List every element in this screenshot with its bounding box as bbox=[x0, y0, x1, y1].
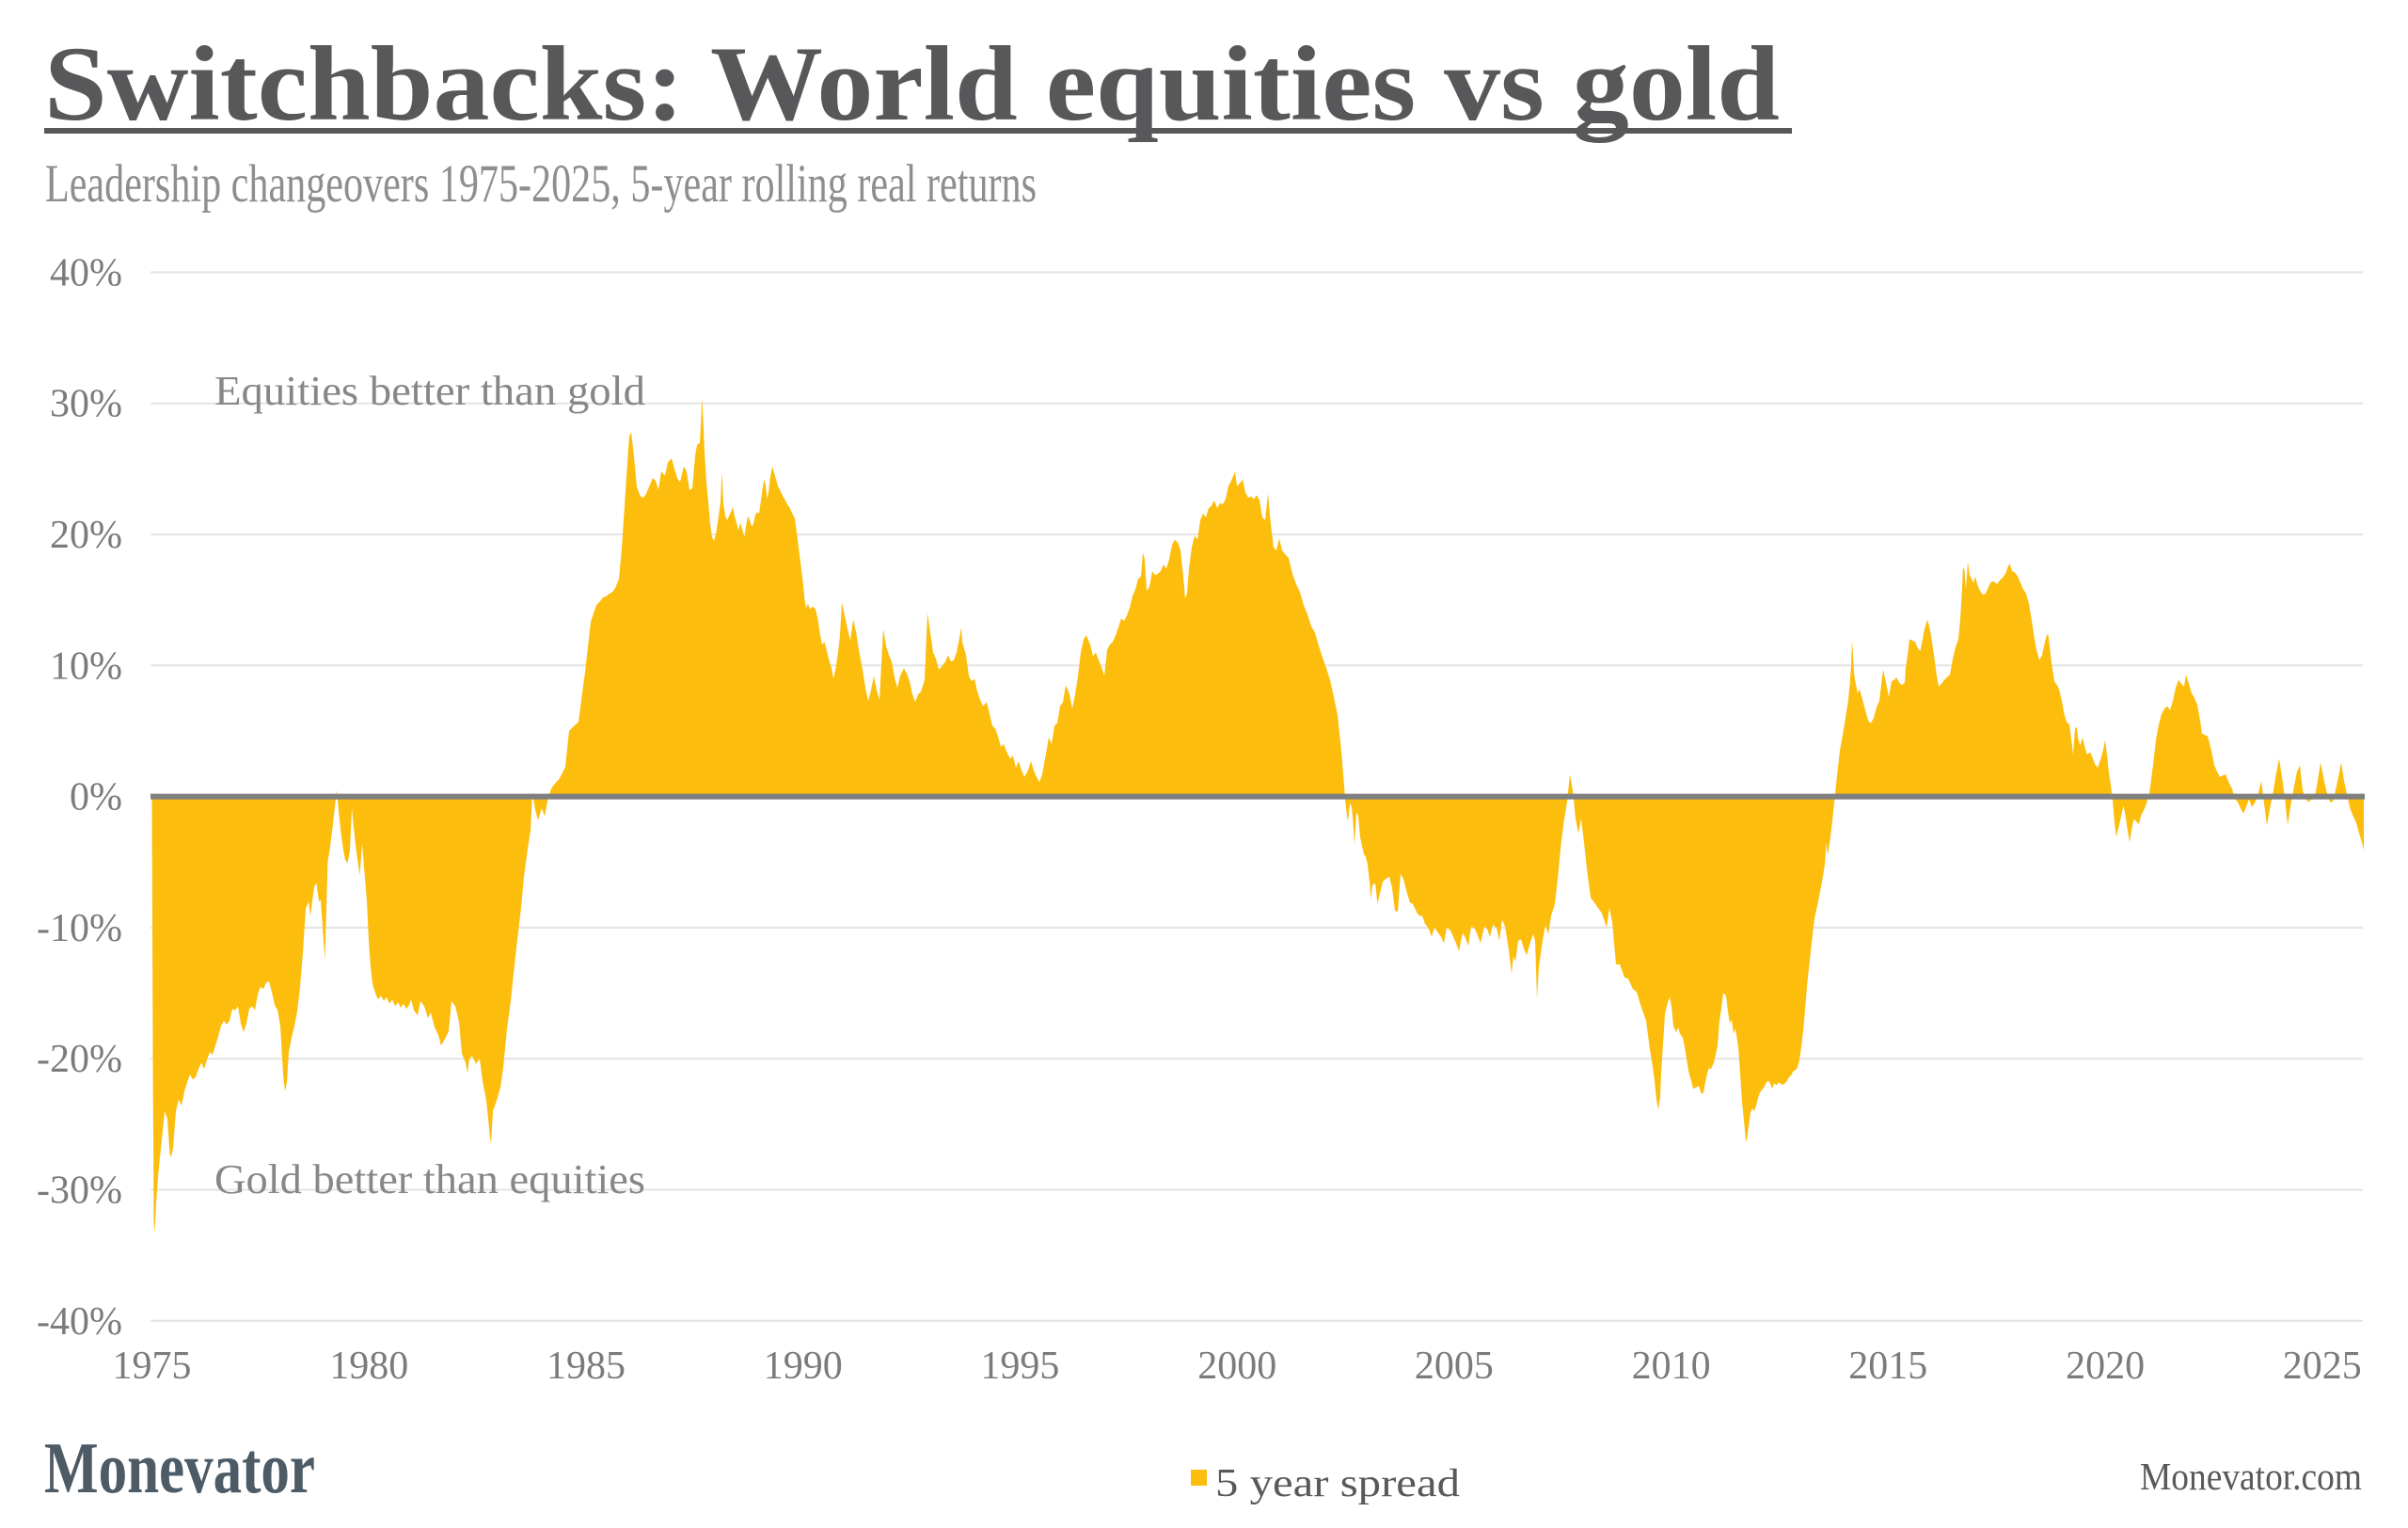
svg-text:1975: 1975 bbox=[113, 1345, 192, 1388]
svg-text:-10%: -10% bbox=[37, 907, 122, 950]
svg-text:40%: 40% bbox=[50, 251, 122, 294]
svg-text:-30%: -30% bbox=[37, 1170, 122, 1213]
svg-text:Leadership changeovers 1975-20: Leadership changeovers 1975-2025, 5-year… bbox=[45, 154, 1037, 214]
svg-text:30%: 30% bbox=[50, 383, 122, 426]
svg-text:2010: 2010 bbox=[1632, 1345, 1711, 1388]
svg-text:Equities better than gold: Equities better than gold bbox=[214, 368, 645, 414]
svg-text:Monevator.com: Monevator.com bbox=[2140, 1455, 2362, 1498]
svg-text:2005: 2005 bbox=[1415, 1345, 1494, 1388]
svg-text:2025: 2025 bbox=[2283, 1345, 2362, 1388]
svg-text:-40%: -40% bbox=[37, 1300, 122, 1344]
svg-text:Gold better than equities: Gold better than equities bbox=[214, 1156, 645, 1202]
svg-text:Monevator: Monevator bbox=[44, 1427, 315, 1508]
svg-text:0%: 0% bbox=[70, 776, 122, 820]
svg-text:-20%: -20% bbox=[37, 1038, 122, 1081]
svg-text:Switchbacks: World equities vs: Switchbacks: World equities vs gold bbox=[44, 25, 1780, 143]
svg-text:1980: 1980 bbox=[329, 1345, 408, 1388]
svg-text:1990: 1990 bbox=[764, 1345, 843, 1388]
svg-text:5 year spread: 5 year spread bbox=[1215, 1462, 1460, 1505]
svg-text:1985: 1985 bbox=[547, 1345, 626, 1388]
svg-text:10%: 10% bbox=[50, 645, 122, 688]
svg-text:20%: 20% bbox=[50, 514, 122, 557]
svg-text:2020: 2020 bbox=[2066, 1345, 2145, 1388]
svg-text:2015: 2015 bbox=[1848, 1345, 1927, 1388]
svg-text:2000: 2000 bbox=[1197, 1345, 1276, 1388]
svg-text:1995: 1995 bbox=[980, 1345, 1059, 1388]
